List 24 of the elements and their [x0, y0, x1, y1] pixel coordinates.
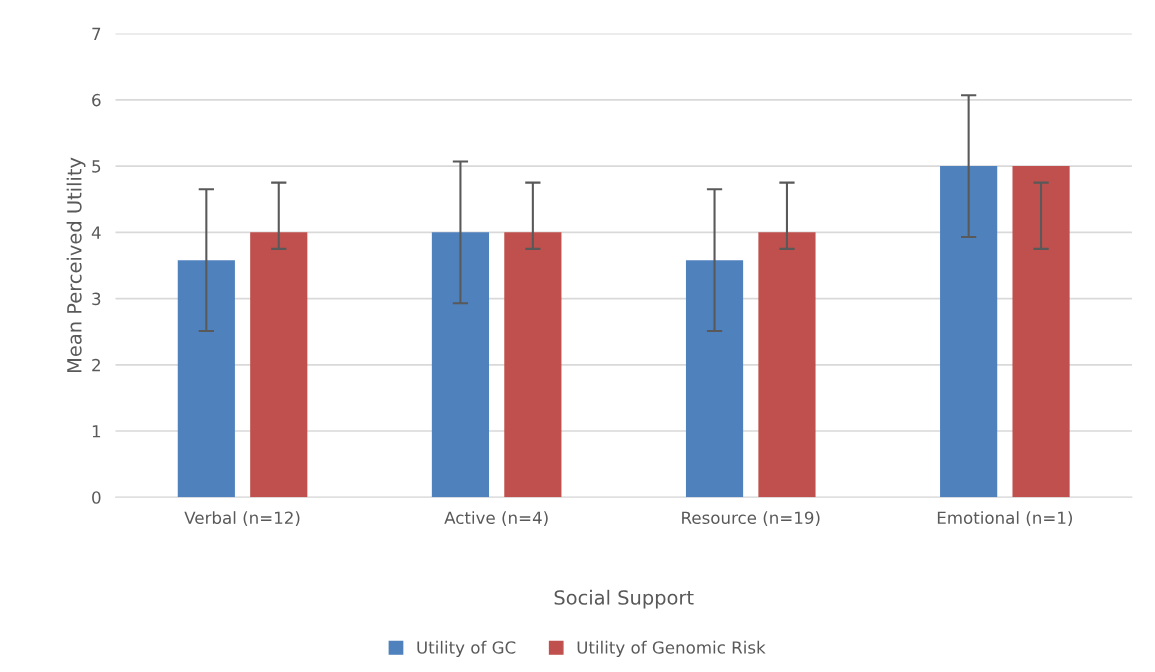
bar [940, 166, 998, 498]
y-tick-label: 4 [91, 226, 101, 239]
bar [504, 232, 562, 498]
bar [177, 260, 235, 498]
y-tick-label: 2 [92, 358, 100, 372]
x-axis-title: Social Support [554, 589, 694, 609]
x-tick-label: Resource (n=19) [682, 511, 820, 527]
y-tick-label: 5 [92, 160, 101, 173]
bar [1012, 166, 1070, 498]
x-tick-label: Emotional (n=1) [937, 511, 1072, 527]
bar [250, 232, 308, 498]
bar [431, 232, 490, 498]
y-axis-title: Mean Perceived Utility [66, 157, 86, 372]
bar [758, 232, 816, 498]
y-tick-label: 3 [92, 292, 101, 306]
y-tick-label: 6 [92, 93, 101, 107]
y-tick-label: 1 [92, 425, 101, 438]
legend-label: Utility of GC [417, 640, 516, 657]
y-tick-label: 0 [92, 491, 101, 504]
legend-label: Utility of Genomic Risk [577, 640, 766, 657]
x-tick-label: Verbal (n=12) [184, 511, 300, 527]
bar [685, 260, 744, 498]
y-tick-label: 7 [92, 27, 101, 40]
x-tick-label: Active (n=4) [444, 511, 548, 527]
